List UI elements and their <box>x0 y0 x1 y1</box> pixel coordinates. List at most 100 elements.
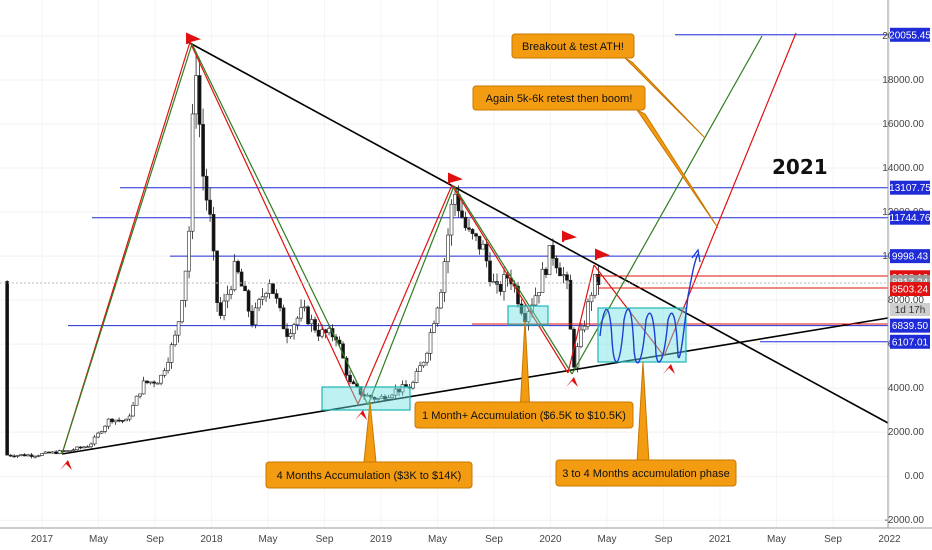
candle-body <box>586 301 590 327</box>
candle-body <box>201 124 205 177</box>
candle-body <box>89 443 93 448</box>
svg-text:6107.01: 6107.01 <box>892 337 929 348</box>
candle-body <box>390 394 394 398</box>
candle-body <box>12 455 16 458</box>
candle-body <box>365 394 370 397</box>
candle-body <box>134 395 139 406</box>
candle-body <box>271 283 275 294</box>
callout-breakout: Breakout & test ATH! <box>511 33 635 59</box>
candle-body <box>187 230 191 272</box>
candle-body <box>411 382 415 389</box>
candle-body <box>428 332 433 354</box>
candle-body <box>176 321 181 336</box>
x-tick-label: Sep <box>485 534 503 545</box>
candle-body <box>253 307 258 326</box>
candle-body <box>526 311 531 323</box>
candle-body <box>47 451 51 454</box>
candle-body <box>152 381 156 384</box>
price-tag: 11744.76 <box>890 210 931 225</box>
candle-body <box>110 418 114 423</box>
candle-body <box>379 396 384 399</box>
price-tag: 6107.01 <box>890 334 930 349</box>
candle-body <box>533 295 538 306</box>
candle-body <box>131 404 135 417</box>
candle-body <box>26 454 30 457</box>
candle-body <box>257 299 261 309</box>
candle-body <box>159 374 163 384</box>
candle-body <box>29 454 34 457</box>
candle-body <box>554 258 559 269</box>
candle-body <box>498 284 503 292</box>
candle-body <box>82 446 86 449</box>
price-tags: 20055.4513107.7511744.769998.439038.1688… <box>889 27 931 349</box>
y-tick-label: 14000.00 <box>882 163 924 174</box>
candle-body <box>232 261 237 291</box>
x-tick-label: 2021 <box>709 534 732 545</box>
candle-body <box>327 328 331 334</box>
candle-body <box>33 455 37 458</box>
candle-body <box>78 446 83 449</box>
candle-body <box>148 381 153 384</box>
y-tick-label: 16000.00 <box>882 119 924 130</box>
candle-body <box>292 324 296 334</box>
candle-body <box>169 344 174 363</box>
candle-body <box>264 293 268 298</box>
candle-body <box>442 261 447 293</box>
projection-squiggle <box>599 253 699 364</box>
y-tick-label: 18000.00 <box>882 75 924 86</box>
candle-body <box>246 290 251 312</box>
candle-body <box>64 450 69 452</box>
candle-body <box>166 362 170 371</box>
candle-body <box>8 454 13 457</box>
candle-body <box>215 250 219 303</box>
x-tick-label: Sep <box>655 534 673 545</box>
green-line <box>191 43 369 406</box>
candle-body <box>162 370 167 376</box>
markers <box>60 32 675 470</box>
callout-pointer <box>635 108 719 229</box>
candle-body <box>127 415 132 420</box>
candle-body <box>285 328 289 337</box>
flag-icon <box>186 32 201 44</box>
x-tick-label: 2019 <box>370 534 393 545</box>
candle-body <box>540 268 545 293</box>
candle-body <box>309 319 314 325</box>
candle-body <box>418 365 422 372</box>
up-arrow-icon <box>60 460 72 470</box>
y-tick-label: 0.00 <box>905 471 925 482</box>
candle-body <box>106 418 111 427</box>
candle-body <box>348 374 352 383</box>
callout-3to4months: 3 to 4 Months accumulation phase <box>555 459 737 487</box>
candle-body <box>320 329 324 337</box>
candle-body <box>40 453 44 456</box>
candle-body <box>551 245 555 259</box>
flag-icon <box>562 230 577 242</box>
candle-body <box>208 199 212 215</box>
callout-pointers <box>363 57 719 463</box>
candle-body <box>103 425 107 432</box>
candle-body <box>222 300 226 316</box>
y-tick-label: 8000.00 <box>888 295 925 306</box>
candle-body <box>463 216 468 229</box>
candle-body <box>288 333 293 337</box>
green-line <box>61 43 193 455</box>
candle-body <box>400 384 405 393</box>
callouts: Breakout & test ATH! Again 5k-6k retest … <box>265 33 737 489</box>
candle-body <box>425 353 429 363</box>
candle-body <box>155 382 160 385</box>
candle-body <box>57 450 62 455</box>
candle-body <box>435 307 440 324</box>
countdown-tag: 1d 17h <box>890 303 930 316</box>
candle-body <box>488 260 492 283</box>
candle-body <box>393 388 398 396</box>
candle-body <box>194 75 198 115</box>
x-tick-label: May <box>598 534 617 545</box>
x-tick-label: Sep <box>146 534 164 545</box>
pattern-lines <box>0 32 889 455</box>
red-line <box>357 184 453 405</box>
green-line <box>453 185 573 375</box>
flag-icon <box>595 248 610 260</box>
accumulation-box <box>321 386 411 411</box>
svg-text:20055.45: 20055.45 <box>889 30 931 41</box>
